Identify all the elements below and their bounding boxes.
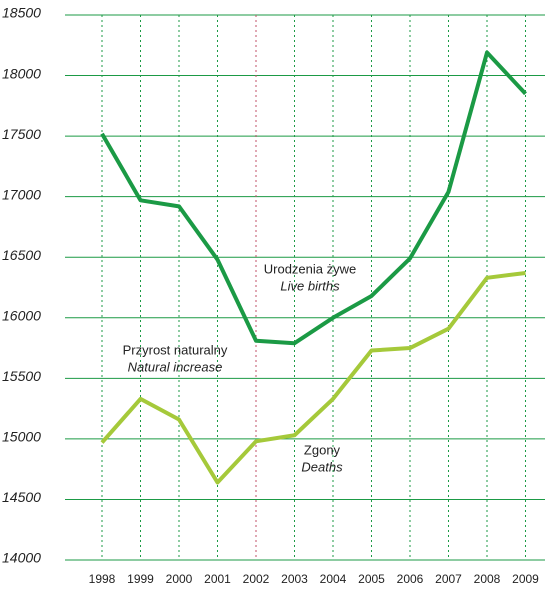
- line-series: [100, 50, 527, 346]
- y-tick-label: 18500: [2, 5, 41, 21]
- x-tick-label: 2007: [435, 572, 462, 586]
- y-tick-label: 14500: [2, 489, 41, 505]
- y-tick-label: 14000: [2, 550, 41, 566]
- y-tick-label: 15500: [2, 368, 41, 384]
- x-tick-label: 2000: [166, 572, 193, 586]
- x-tick-label: 1998: [89, 572, 116, 586]
- x-tick-label: 2008: [474, 572, 501, 586]
- x-tick-label: 1999: [127, 572, 154, 586]
- x-tick-label: 2005: [358, 572, 385, 586]
- annotation: Urodzenia żywe: [264, 261, 357, 276]
- y-tick-label: 16500: [2, 247, 41, 263]
- x-tick-label: 2002: [243, 572, 270, 586]
- annotation: Deaths: [301, 459, 343, 474]
- x-tick-label: 2004: [320, 572, 347, 586]
- y-tick-label: 15000: [2, 429, 41, 445]
- y-tick-label: 17500: [2, 126, 41, 142]
- x-tick-label: 2003: [281, 572, 308, 586]
- y-tick-label: 17000: [2, 186, 41, 202]
- annotation: Live births: [280, 278, 340, 293]
- x-tick-label: 2001: [204, 572, 231, 586]
- line-series: [100, 270, 526, 485]
- x-tick-label: 2009: [512, 572, 539, 586]
- x-tick-label: 2006: [397, 572, 424, 586]
- annotation: Przyrost naturalny: [123, 342, 228, 357]
- y-tick-label: 18000: [2, 65, 41, 81]
- annotation: Natural increase: [128, 359, 223, 374]
- annotation: Zgony: [304, 442, 341, 457]
- y-tick-label: 16000: [2, 307, 41, 323]
